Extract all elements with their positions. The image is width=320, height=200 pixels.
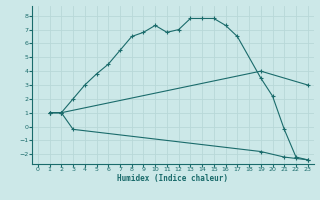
X-axis label: Humidex (Indice chaleur): Humidex (Indice chaleur) xyxy=(117,174,228,183)
